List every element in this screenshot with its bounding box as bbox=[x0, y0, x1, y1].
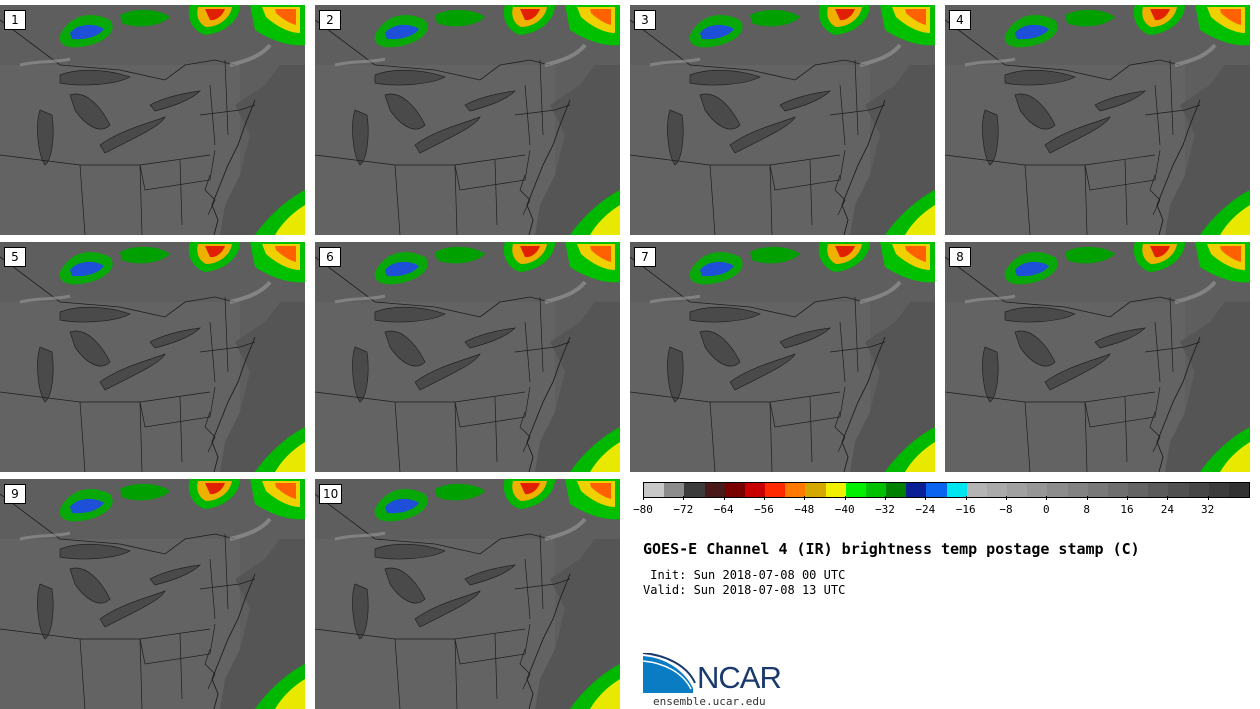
colorbar-tick-label: −72 bbox=[673, 503, 694, 516]
logo-url: ensemble.ucar.edu bbox=[653, 695, 766, 708]
colorbar-tick bbox=[885, 496, 886, 500]
colorbar-swatch bbox=[946, 483, 967, 497]
colorbar-swatch bbox=[926, 483, 947, 497]
colorbar-tick bbox=[1127, 496, 1128, 500]
colorbar-swatch bbox=[805, 483, 826, 497]
colorbar-swatch bbox=[1107, 483, 1129, 497]
chart-title: GOES-E Channel 4 (IR) brightness temp po… bbox=[643, 540, 1140, 558]
colorbar-swatch bbox=[785, 483, 806, 497]
map-panel: 1 bbox=[0, 5, 305, 235]
colorbar-tick-label: −32 bbox=[875, 503, 895, 516]
colorbar-tick bbox=[965, 496, 967, 500]
colorbar-tick bbox=[844, 496, 846, 500]
colorbar-tick bbox=[804, 496, 806, 500]
colorbar-tick bbox=[723, 496, 725, 500]
map-panel: 5 bbox=[0, 242, 305, 472]
colorbar-swatch bbox=[744, 483, 766, 497]
panel-number: 1 bbox=[4, 10, 26, 30]
colorbar-swatch bbox=[966, 483, 987, 497]
panel-number: 3 bbox=[634, 10, 656, 30]
colorbar-tick-label: −64 bbox=[713, 503, 734, 516]
map-image bbox=[0, 479, 305, 709]
colorbar-tick bbox=[925, 496, 927, 500]
colorbar bbox=[643, 482, 1250, 498]
init-time: Init: Sun 2018-07-08 00 UTC bbox=[643, 568, 846, 582]
colorbar-tick-label: −16 bbox=[955, 503, 976, 516]
map-image bbox=[315, 5, 620, 235]
colorbar-swatch bbox=[1188, 483, 1209, 497]
colorbar-swatch bbox=[986, 483, 1008, 497]
colorbar-swatch bbox=[684, 483, 705, 497]
map-image bbox=[630, 242, 935, 472]
colorbar-swatch bbox=[1027, 483, 1048, 497]
map-image bbox=[315, 479, 620, 709]
colorbar-swatch bbox=[1007, 483, 1028, 497]
colorbar-tick bbox=[683, 496, 685, 500]
colorbar-tick-label: 0 bbox=[1043, 503, 1050, 516]
colorbar-tick bbox=[1167, 496, 1169, 500]
panel-number: 5 bbox=[4, 247, 26, 267]
colorbar-tick-label: −40 bbox=[834, 503, 855, 516]
map-panel: 6 bbox=[315, 242, 620, 472]
colorbar-swatch bbox=[765, 483, 786, 497]
colorbar-tick bbox=[1006, 496, 1007, 500]
colorbar-swatch bbox=[865, 483, 887, 497]
map-panel: 8 bbox=[945, 242, 1250, 472]
colorbar-tick-label: 32 bbox=[1201, 503, 1215, 516]
map-image bbox=[630, 5, 935, 235]
map-panel: 7 bbox=[630, 242, 935, 472]
map-image bbox=[945, 5, 1250, 235]
map-panel: 4 bbox=[945, 5, 1250, 235]
colorbar-tick-label: −8 bbox=[999, 503, 1013, 516]
panel-number: 7 bbox=[634, 247, 656, 267]
colorbar-swatch bbox=[1067, 483, 1088, 497]
valid-time: Valid: Sun 2018-07-08 13 UTC bbox=[643, 583, 846, 597]
colorbar-swatch bbox=[644, 483, 665, 497]
map-panel: 9 bbox=[0, 479, 305, 709]
ncar-logo-text: NCAR bbox=[697, 660, 782, 695]
colorbar-swatch bbox=[1168, 483, 1189, 497]
colorbar-swatch bbox=[886, 483, 907, 497]
map-panel: 2 bbox=[315, 5, 620, 235]
map-image bbox=[0, 242, 305, 472]
colorbar-swatch bbox=[664, 483, 685, 497]
colorbar-tick bbox=[1207, 496, 1209, 500]
colorbar-swatch bbox=[1128, 483, 1149, 497]
colorbar-tick-label: 24 bbox=[1160, 503, 1174, 516]
panel-number: 2 bbox=[319, 10, 341, 30]
colorbar-tick-label: 16 bbox=[1120, 503, 1134, 516]
panel-number: 8 bbox=[949, 247, 971, 267]
colorbar-swatch bbox=[724, 483, 745, 497]
colorbar-tick bbox=[764, 496, 765, 500]
colorbar-tick-label: −48 bbox=[794, 503, 815, 516]
map-panel: 3 bbox=[630, 5, 935, 235]
panel-number: 6 bbox=[319, 247, 341, 267]
panel-number: 10 bbox=[319, 484, 343, 504]
colorbar-swatch bbox=[1228, 483, 1250, 497]
colorbar-tick-label: 8 bbox=[1083, 503, 1090, 516]
colorbar-tick bbox=[1086, 496, 1088, 500]
colorbar-swatch bbox=[825, 483, 846, 497]
map-image bbox=[945, 242, 1250, 472]
panel-number: 4 bbox=[949, 10, 971, 30]
colorbar-swatch bbox=[704, 483, 725, 497]
map-image bbox=[315, 242, 620, 472]
colorbar-tick-label: −56 bbox=[754, 503, 774, 516]
map-panel: 10 bbox=[315, 479, 620, 709]
map-image bbox=[0, 5, 305, 235]
colorbar-tick-label: −24 bbox=[915, 503, 936, 516]
colorbar-swatch bbox=[1208, 483, 1229, 497]
colorbar-swatch bbox=[1148, 483, 1169, 497]
panel-number: 9 bbox=[4, 484, 26, 504]
colorbar-tick bbox=[643, 496, 644, 500]
colorbar-swatch bbox=[906, 483, 927, 497]
colorbar-tick-label: −80 bbox=[633, 503, 653, 516]
colorbar-swatch bbox=[1087, 483, 1108, 497]
colorbar-tick bbox=[1046, 496, 1048, 500]
colorbar-swatch bbox=[1047, 483, 1068, 497]
ncar-logo-icon bbox=[643, 653, 696, 693]
colorbar-ticks: −80 −72 −64 −56 −48 −40 −32 −24 −16 −8 0 8 16 24 32 bbox=[633, 496, 1250, 516]
colorbar-swatch bbox=[845, 483, 866, 497]
